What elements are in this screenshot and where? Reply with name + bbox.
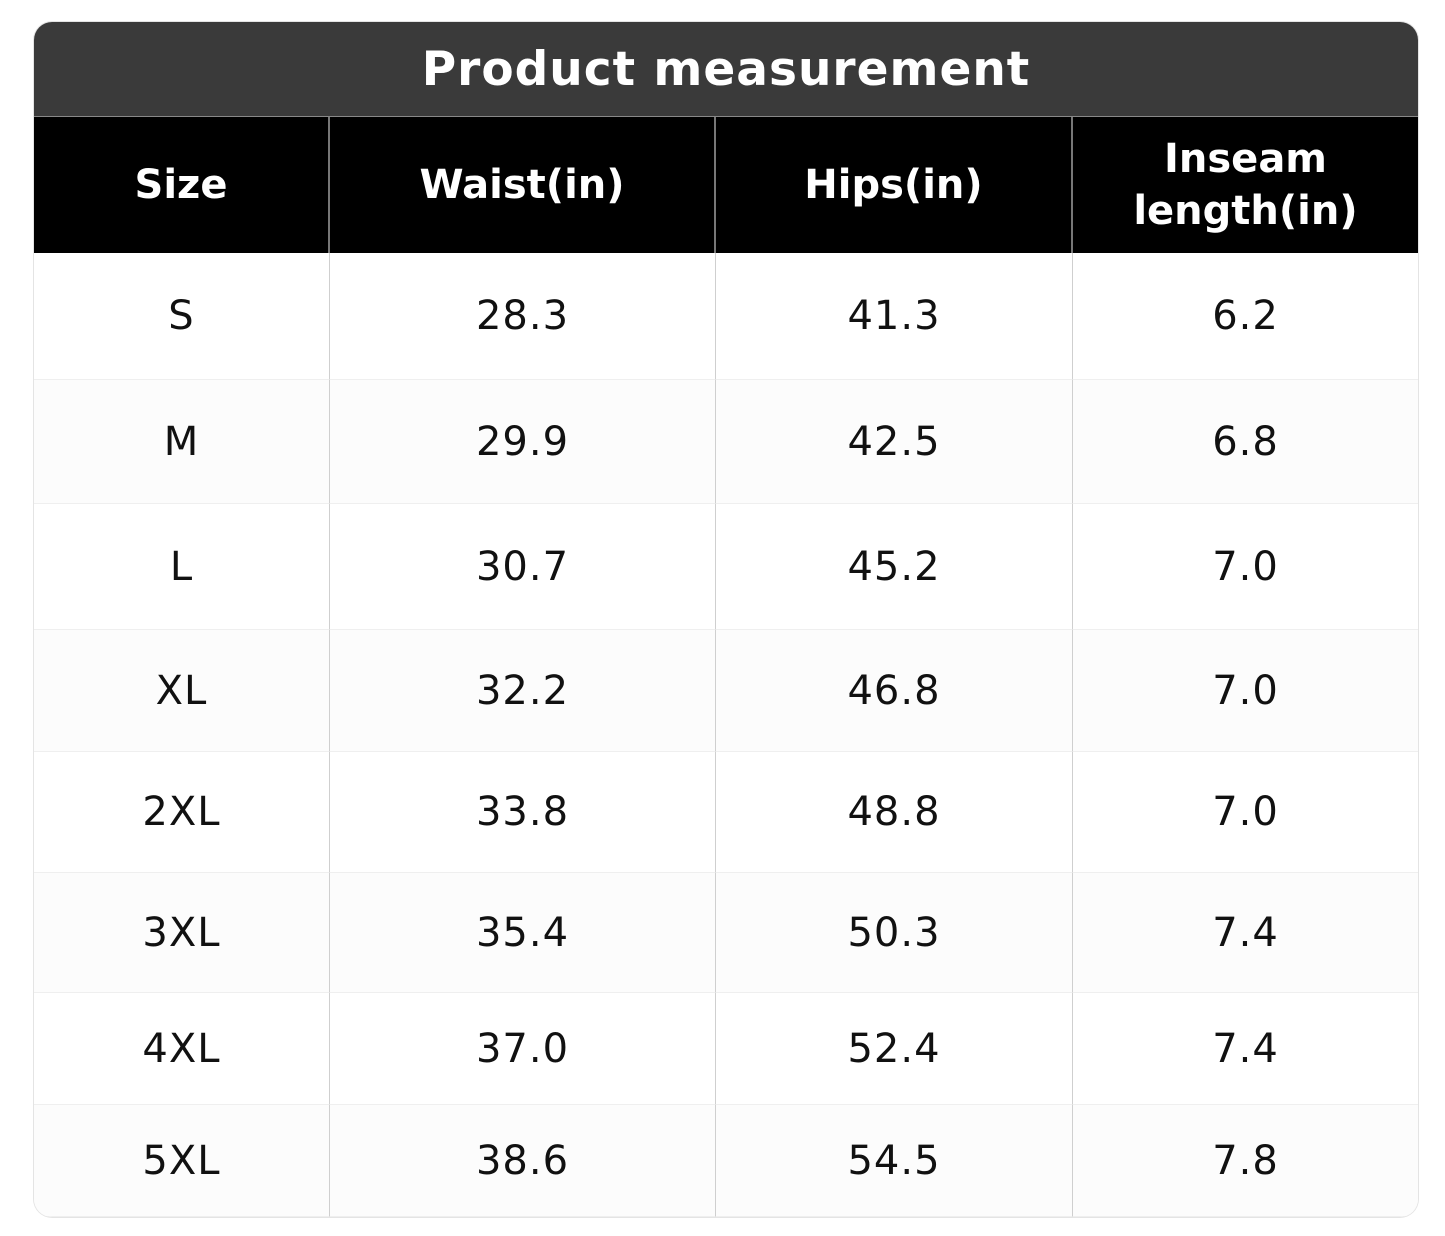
table-cell: 7.0 (1073, 504, 1418, 630)
table-cell: 42.5 (716, 380, 1073, 504)
table-cell: 30.7 (330, 504, 716, 630)
table-cell: 2XL (34, 752, 330, 873)
column-header: Inseam length(in) (1073, 117, 1418, 253)
table-cell: 3XL (34, 873, 330, 993)
table-cell: 37.0 (330, 993, 716, 1105)
table-cell: 46.8 (716, 630, 1073, 752)
table-cell: S (34, 253, 330, 380)
table-title: Product measurement (34, 22, 1418, 117)
table-cell: 50.3 (716, 873, 1073, 993)
table-cell: 6.8 (1073, 380, 1418, 504)
table-cell: 38.6 (330, 1105, 716, 1217)
table-cell: M (34, 380, 330, 504)
table-cell: 7.8 (1073, 1105, 1418, 1217)
size-table: Product measurement Size Waist(in) Hips(in… (34, 22, 1418, 1217)
table-cell: 6.2 (1073, 253, 1418, 380)
column-header: Waist(in) (330, 117, 716, 253)
table-cell: 7.4 (1073, 993, 1418, 1105)
table-cell: 41.3 (716, 253, 1073, 380)
table-cell: 7.4 (1073, 873, 1418, 993)
column-header: Hips(in) (716, 117, 1073, 253)
table-cell: XL (34, 630, 330, 752)
table-cell: 48.8 (716, 752, 1073, 873)
table-cell: 28.3 (330, 253, 716, 380)
table-cell: 54.5 (716, 1105, 1073, 1217)
table-cell: 7.0 (1073, 630, 1418, 752)
table-cell: 7.0 (1073, 752, 1418, 873)
table-cell: 29.9 (330, 380, 716, 504)
table-cell: 35.4 (330, 873, 716, 993)
table-cell: 32.2 (330, 630, 716, 752)
table-cell: 33.8 (330, 752, 716, 873)
table-cell: 4XL (34, 993, 330, 1105)
table-cell: 5XL (34, 1105, 330, 1217)
table-cell: 45.2 (716, 504, 1073, 630)
table-cell: 52.4 (716, 993, 1073, 1105)
table-cell: L (34, 504, 330, 630)
column-header: Size (34, 117, 330, 253)
